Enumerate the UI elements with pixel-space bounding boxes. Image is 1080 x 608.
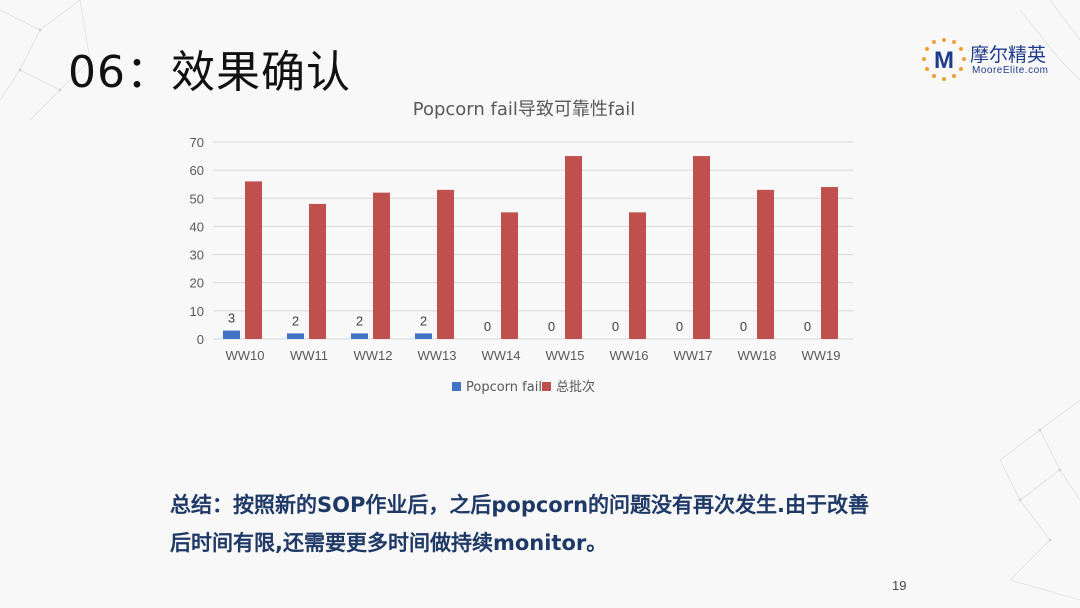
bar-total-lots [821,187,838,339]
legend-swatch [542,382,551,391]
x-tick-label: WW18 [738,348,777,363]
logo-text-cn: 摩尔精英 [970,44,1047,66]
data-label: 2 [420,313,427,328]
chart-title: Popcorn fail导致可靠性fail [413,99,636,120]
x-tick-label: WW17 [674,348,713,363]
logo-text-en: MooreElite.com [972,65,1049,76]
legend-swatch [452,382,461,391]
x-tick-label: WW15 [546,348,585,363]
chart-legend: Popcorn fail 总批次 [452,379,595,395]
bar-total-lots [309,203,326,339]
data-label: 0 [612,319,619,334]
y-tick-label: 20 [190,276,204,291]
legend-label: 总批次 [556,379,595,395]
bar-total-lots [245,181,262,339]
data-label: 3 [228,311,235,326]
bar-popcorn-fail [287,333,304,339]
logo-mark-icon: M [922,38,966,81]
y-tick-label: 40 [190,219,204,234]
data-label: 0 [676,319,683,334]
summary-line-2: 后时间有限,还需要更多时间做持续monitor。 [170,531,608,555]
y-tick-labels: 0 10 20 30 40 50 60 70 [190,135,204,347]
bar-total-lots [629,212,646,339]
bar-total-lots [501,212,518,339]
bar-total-lots [693,156,710,339]
data-label: 0 [484,319,491,334]
bar-popcorn-fail [223,330,240,339]
data-labels: 3 2 2 2 0 0 0 0 0 0 [228,311,811,334]
x-tick-label: WW10 [226,348,265,363]
summary-line-1: 总结：按照新的SOP作业后，之后popcorn的问题没有再次发生.由于改善 [170,493,870,517]
summary-text: 总结：按照新的SOP作业后，之后popcorn的问题没有再次发生.由于改善 后时… [170,486,930,562]
data-label: 0 [740,319,747,334]
bar-popcorn-fail [415,333,432,339]
bar-popcorn-fail [351,333,368,339]
y-tick-label: 30 [190,248,204,263]
x-tick-labels: WW10 WW11 WW12 WW13 WW14 WW15 WW16 WW17 WW18 WW19 [226,348,841,363]
bar-total-lots [373,192,390,339]
data-label: 2 [356,313,363,328]
x-tick-label: WW11 [290,348,328,363]
x-tick-label: WW16 [610,348,649,363]
data-label: 2 [292,313,299,328]
logo-letter: M [934,47,954,74]
bar-total-lots [565,156,582,339]
y-tick-label: 10 [190,304,204,319]
data-label: 0 [548,319,555,334]
x-tick-label: WW14 [482,348,521,363]
page-number: 19 [892,578,907,593]
bar-total-lots [757,189,774,339]
x-tick-label: WW12 [354,348,393,363]
logo: M 摩尔精英 MooreElite.com [920,36,1070,84]
y-tick-label: 50 [190,191,204,206]
page-title: 06：效果确认 [68,47,351,98]
chart-bars [223,156,838,339]
x-tick-label: WW19 [802,348,841,363]
data-label: 0 [804,319,811,334]
y-tick-label: 70 [190,135,204,150]
bar-total-lots [437,189,454,339]
y-tick-label: 0 [197,332,204,347]
y-tick-label: 60 [190,163,204,178]
x-tick-label: WW13 [418,348,457,363]
legend-label: Popcorn fail [466,380,542,395]
